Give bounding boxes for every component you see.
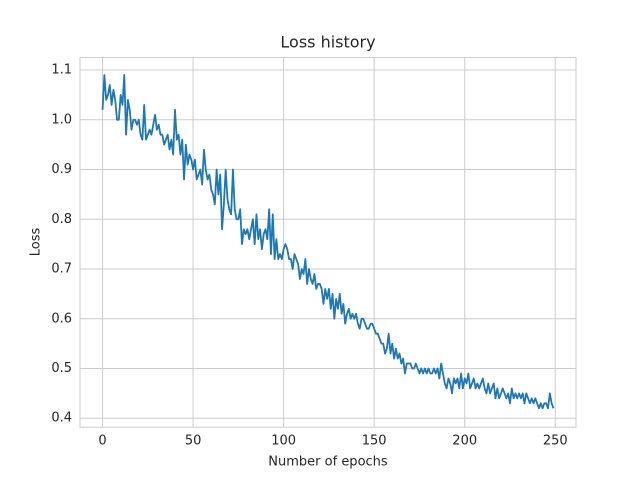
x-tick-label: 150 xyxy=(362,434,387,449)
y-tick-label: 0.7 xyxy=(51,262,72,277)
x-axis-label: Number of epochs xyxy=(268,455,388,470)
y-tick-label: 1.1 xyxy=(51,63,72,78)
loss-line xyxy=(101,74,555,410)
y-tick-label: 0.6 xyxy=(51,311,72,326)
y-tick-label: 0.9 xyxy=(51,162,72,177)
plot-frame xyxy=(79,57,577,428)
x-tick-label: 250 xyxy=(543,434,568,449)
y-tick-label: 0.5 xyxy=(51,361,72,376)
y-tick-label: 0.8 xyxy=(51,212,72,227)
y-tick-label: 1.0 xyxy=(51,112,72,127)
x-tick-label: 0 xyxy=(98,434,106,449)
x-tick-label: 100 xyxy=(271,434,296,449)
chart-title: Loss history xyxy=(280,33,375,52)
y-axis-label: Loss xyxy=(29,228,44,257)
x-tick-label: 50 xyxy=(185,434,202,449)
x-tick-label: 200 xyxy=(452,434,477,449)
y-tick-label: 0.4 xyxy=(51,411,72,426)
